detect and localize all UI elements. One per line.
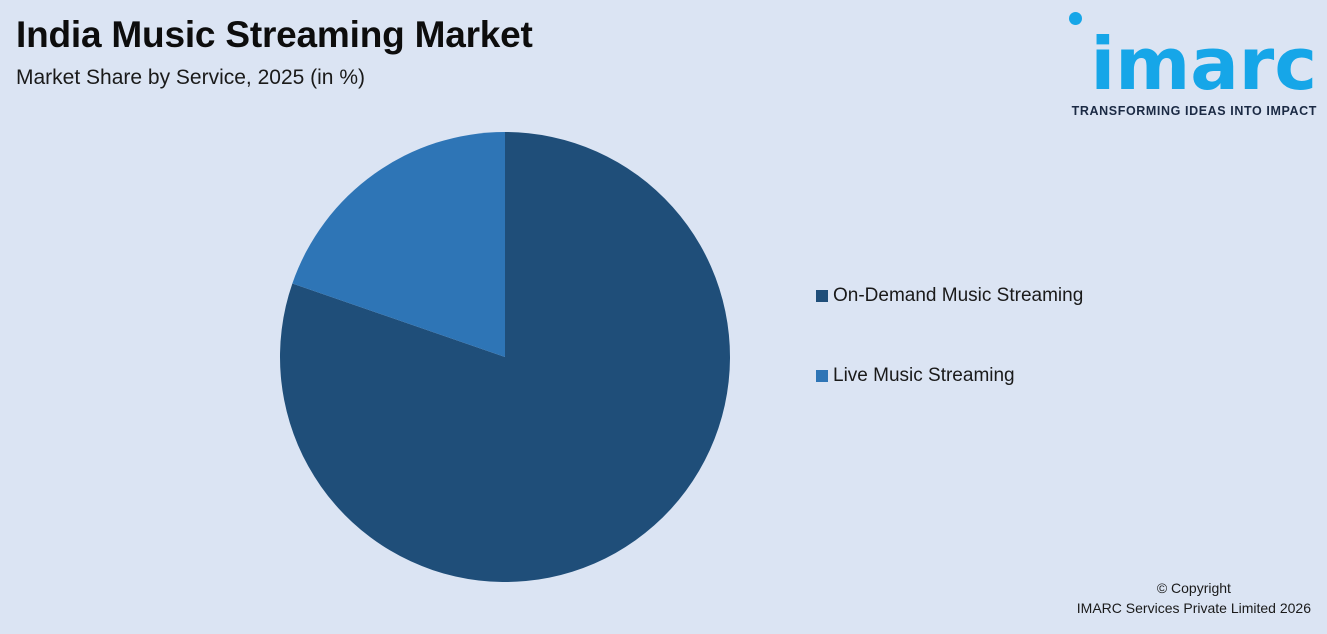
logo-dot-icon (1069, 12, 1082, 25)
legend-item-on-demand: On-Demand Music Streaming (816, 284, 1083, 308)
pie-chart (280, 132, 730, 582)
chart-title: India Music Streaming Market (16, 14, 533, 55)
legend-label-live: Live Music Streaming (833, 365, 1015, 386)
logo-wordmark: imarc (1090, 22, 1317, 106)
copyright-notice: © Copyright IMARC Services Private Limit… (1077, 578, 1311, 618)
imarc-logo: imarc TRANSFORMING IDEAS INTO IMPACT (1065, 10, 1317, 120)
logo-tagline: TRANSFORMING IDEAS INTO IMPACT (1071, 104, 1317, 118)
legend-swatch-live (816, 370, 828, 382)
copyright-line-2: IMARC Services Private Limited 2026 (1076, 600, 1311, 616)
pie-slice-live-music-streaming (292, 132, 505, 357)
copyright-line-1: © Copyright (1156, 580, 1231, 596)
legend-item-live: Live Music Streaming (816, 364, 1083, 388)
legend-swatch-on-demand (816, 290, 828, 302)
chart-legend: On-Demand Music Streaming Live Music Str… (816, 284, 1083, 444)
chart-subtitle: Market Share by Service, 2025 (in %) (16, 66, 365, 89)
legend-label-on-demand: On-Demand Music Streaming (833, 285, 1084, 306)
